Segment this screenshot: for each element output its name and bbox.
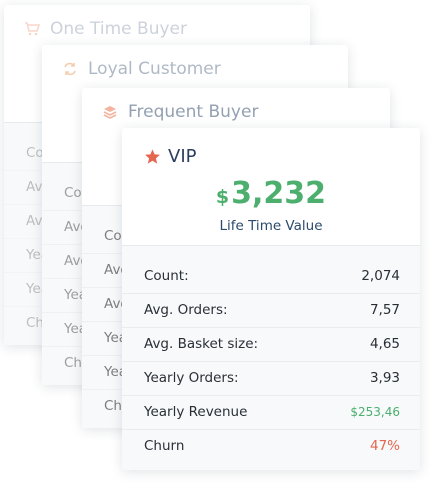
row-label: Yearly Revenue <box>144 404 248 420</box>
row-label: Avg. Basket size: <box>144 336 259 352</box>
layers-icon <box>103 106 117 119</box>
card-title: Frequent Buyer <box>128 102 259 122</box>
refresh-icon <box>64 62 76 76</box>
row-value: 3,93 <box>369 370 400 386</box>
cart-icon <box>25 22 40 36</box>
row-value: 4,65 <box>369 336 400 352</box>
card-title: VIP <box>168 146 197 167</box>
card-title: One Time Buyer <box>50 19 187 39</box>
row-label: Count: <box>144 268 189 284</box>
value: 3,232 <box>231 176 327 211</box>
row-value: 7,57 <box>369 302 400 318</box>
card-title: Loyal Customer <box>88 59 221 79</box>
lifetime-label: Life Time Value <box>219 218 323 234</box>
card-body: Count: 2,074 Avg. Orders: 7,57 Avg. Basket s… <box>122 245 420 470</box>
row-value: 47% <box>369 438 400 454</box>
row: Count: 2,074 <box>122 260 420 294</box>
row-label: Yearly Orders: <box>144 370 239 386</box>
lifetime-value: $3,232 <box>122 176 420 211</box>
row: Avg. Basket size: 4,65 <box>122 328 420 362</box>
row: Churn 47% <box>122 430 420 463</box>
card: VIP $3,232 Life Time Value Count: 2,074 Av… <box>122 128 420 470</box>
row: Yearly Revenue $253,46 <box>122 396 420 430</box>
row-label: Avg. Orders: <box>144 302 228 318</box>
row: Avg. Orders: 7,57 <box>122 294 420 328</box>
currency: $ <box>215 186 230 208</box>
row-label: Churn <box>144 438 185 454</box>
row-value: 2,074 <box>361 268 400 284</box>
row: Yearly Orders: 3,93 <box>122 362 420 396</box>
star-icon <box>145 149 160 164</box>
row-value: $253,46 <box>350 405 400 419</box>
